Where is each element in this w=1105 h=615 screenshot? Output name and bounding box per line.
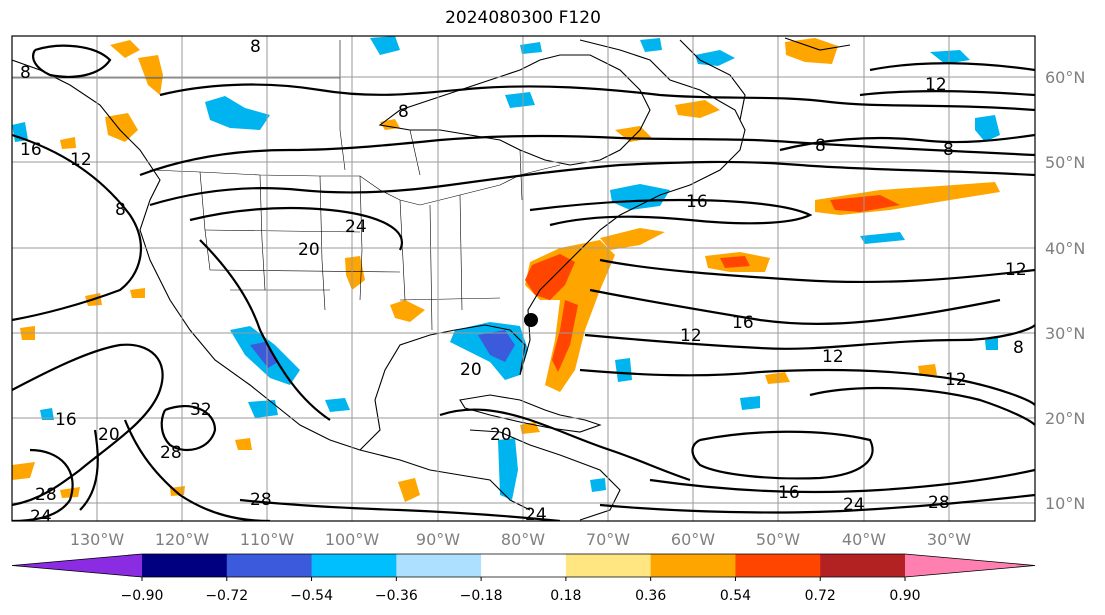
colorbar [11,553,1036,578]
lon-label: 100°W [325,530,380,549]
contour-label: 8 [398,102,409,122]
colorbar-tick-label: −0.90 [121,588,164,604]
contour-label: 16 [732,313,754,333]
contour-label: 12 [945,370,967,390]
coastlines [12,37,851,521]
contour-label: 28 [250,490,272,510]
contour-label: 20 [98,425,120,445]
lon-label: 90°W [416,530,460,549]
contour-label: 24 [525,505,547,525]
contour-label: 32 [190,400,212,420]
lat-label: 60°N [1045,68,1085,87]
map-title: 2024080300 F120 [445,8,601,28]
contour-label: 20 [460,360,482,380]
contour-label: 8 [250,37,261,57]
colorbar-tick-label: 0.90 [889,588,920,604]
lon-label: 130°W [70,530,125,549]
lat-label: 40°N [1045,239,1085,258]
contour-label: 16 [686,192,708,212]
lon-label: 120°W [155,530,210,549]
contour-label-group: 8 8 12 8 8 16 8 24 8 20 16 12 12 16 12 1… [20,37,1027,527]
map-frame [11,35,1036,522]
contour-label: 20 [490,425,512,445]
contour-label: 12 [925,75,947,95]
lon-label: 50°W [756,530,800,549]
contour-label: 28 [928,493,950,513]
colorbar-ticks: −0.90 −0.72 −0.54 −0.36 −0.18 0.18 0.36 0.54 0.7… [121,577,921,604]
contour-label: 8 [943,140,954,160]
contour-label: 12 [680,326,702,346]
contour-lines [12,44,1035,521]
lat-label: 20°N [1045,409,1085,428]
lon-label: 80°W [501,530,545,549]
lat-label: 10°N [1045,494,1085,513]
contour-label: 24 [843,495,865,515]
colorbar-tick-label: 0.54 [720,588,751,604]
colorbar-extend-low [12,554,142,577]
contour-label: 12 [1005,260,1027,280]
colorbar-segment [735,554,821,577]
contour-label: 28 [35,485,57,505]
colorbar-segment [481,554,567,577]
map-field: 8 8 12 8 8 16 8 24 8 20 16 12 12 16 12 1… [12,36,1035,527]
longitude-labels: 130°W 120°W 110°W 100°W 90°W 80°W 70°W 6… [70,530,971,549]
colorbar-tick-label: −0.18 [460,588,503,604]
lat-label: 50°N [1045,153,1085,172]
contour-label: 16 [55,410,77,430]
lon-label: 110°W [240,530,295,549]
colorbar-segment [650,554,736,577]
colorbar-tick-label: −0.36 [375,588,418,604]
contour-label: 8 [115,200,126,220]
colorbar-tick-label: 0.36 [635,588,666,604]
latitude-labels: 60°N 50°N 40°N 30°N 20°N 10°N [1045,68,1085,513]
contour-label: 16 [20,140,42,160]
positive-anomaly-shading [12,38,1000,502]
contour-label: 20 [298,240,320,260]
lon-label: 30°W [927,530,971,549]
lat-label: 30°N [1045,324,1085,343]
lon-label: 40°W [842,530,886,549]
contour-label: 12 [822,347,844,367]
contour-label: 8 [1013,338,1024,358]
colorbar-tick-label: 0.18 [550,588,581,604]
lon-label: 70°W [586,530,630,549]
colorbar-tick-label: 0.72 [805,588,836,604]
lon-label: 60°W [671,530,715,549]
colorbar-segment [565,554,652,577]
contour-label: 24 [30,507,52,527]
contour-label: 28 [160,443,182,463]
storm-center-marker [524,313,538,327]
contour-label: 24 [345,217,367,237]
colorbar-segment [820,554,906,577]
colorbar-tick-label: −0.72 [205,588,248,604]
contour-label: 12 [70,150,92,170]
contour-label: 8 [815,136,826,156]
colorbar-segment [396,554,482,577]
contour-label: 8 [20,63,31,83]
colorbar-segment [226,554,313,577]
colorbar-segment [311,554,397,577]
colorbar-tick-label: −0.54 [290,588,333,604]
colorbar-extend-high [905,554,1035,577]
contour-label: 16 [778,483,800,503]
colorbar-segment [142,554,228,577]
